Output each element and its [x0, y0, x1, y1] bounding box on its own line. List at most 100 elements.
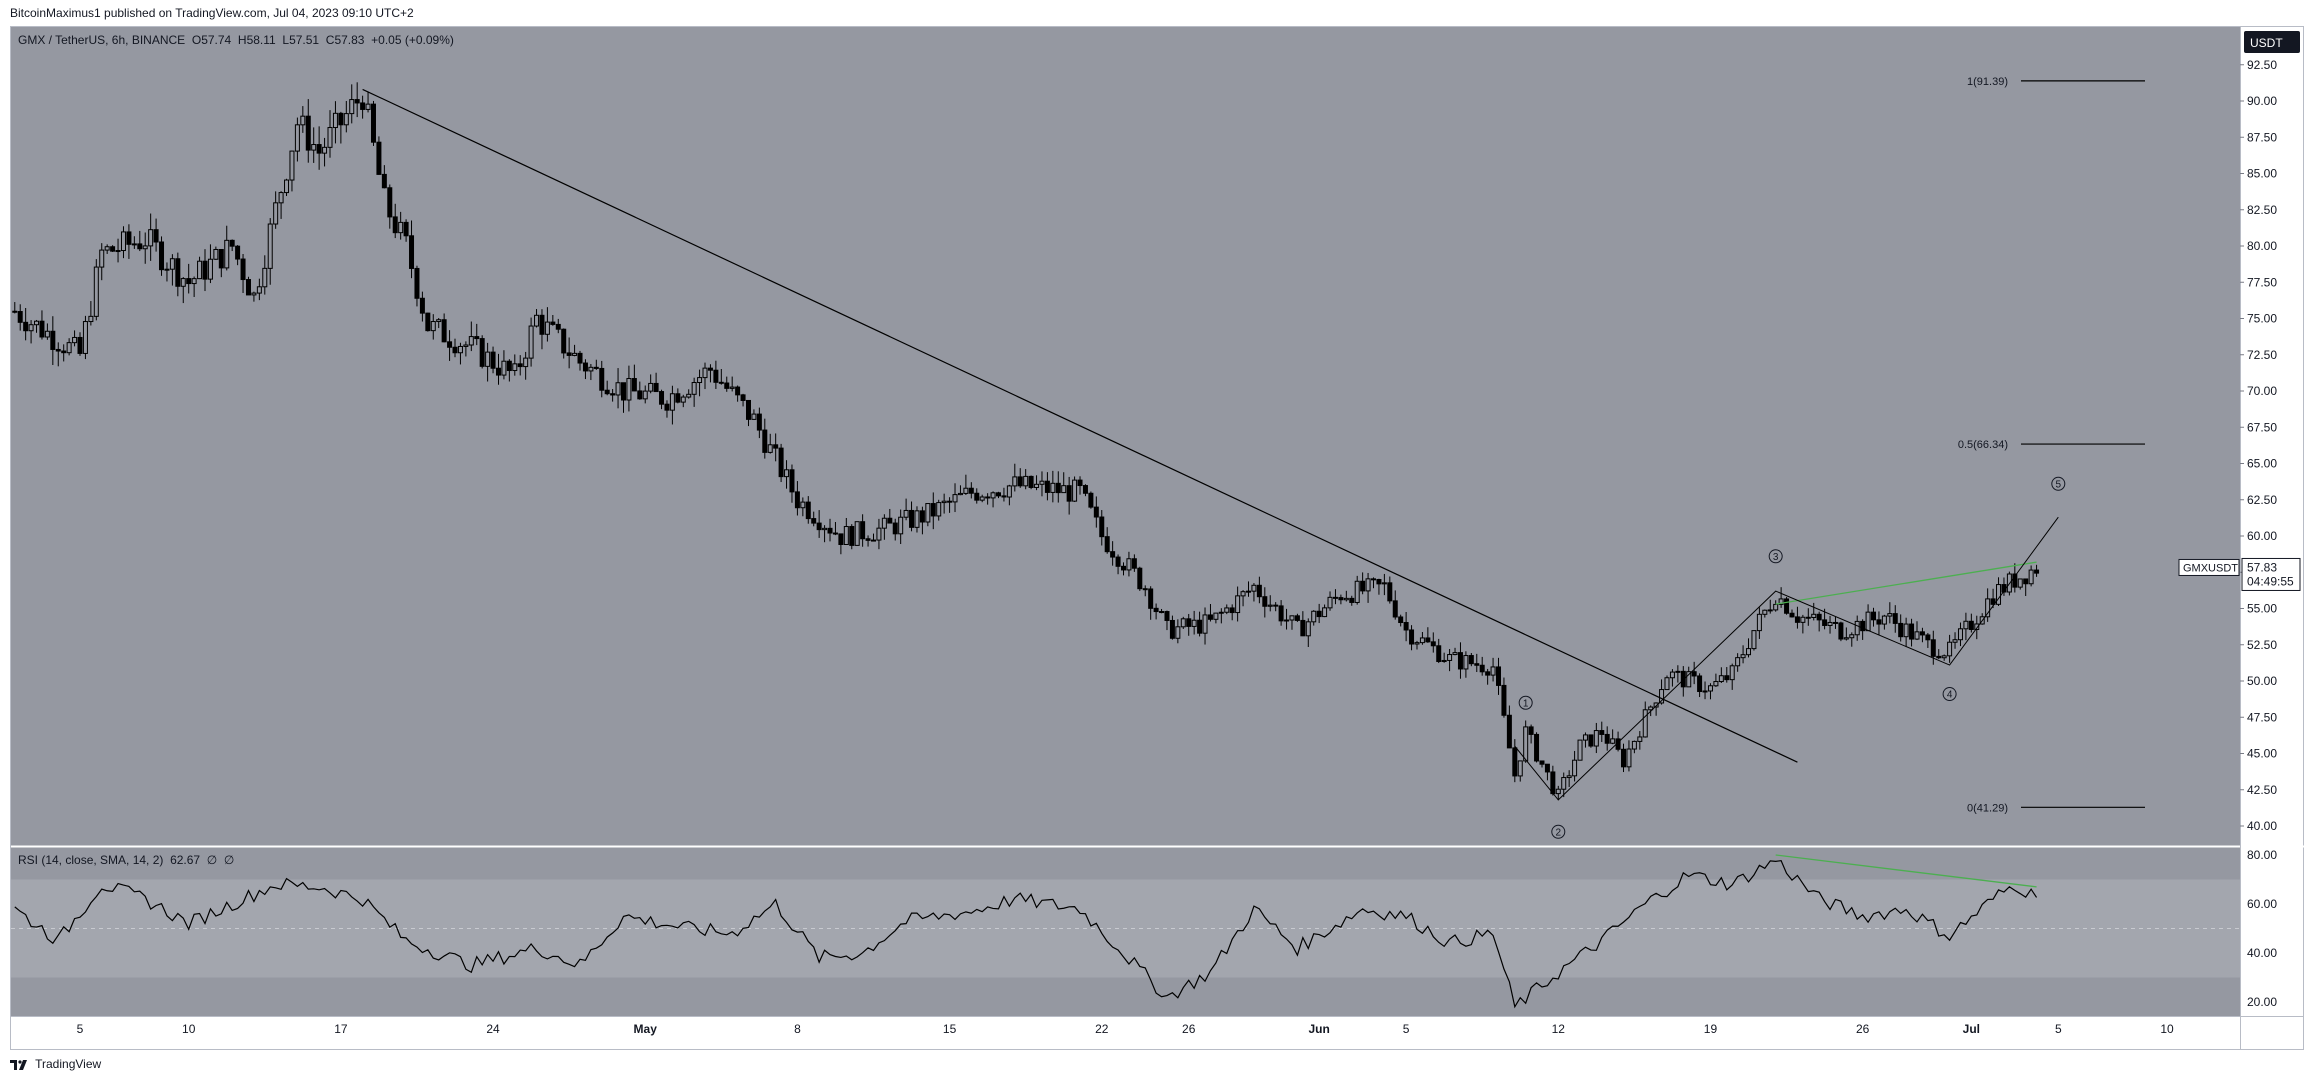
candle-body: [1115, 556, 1121, 567]
rsi-axis[interactable]: 80.00 60.00 40.00 20.00: [2247, 848, 2277, 1009]
wave-path[interactable]: [1514, 516, 2059, 801]
candle-body: [1860, 620, 1866, 632]
candle: [615, 368, 621, 409]
candle-body: [1262, 596, 1268, 607]
candle: [414, 265, 420, 307]
candle: [452, 338, 458, 358]
candle-body: [620, 382, 626, 401]
candle-body: [1789, 612, 1795, 618]
candle: [1001, 487, 1007, 502]
candle-body: [1626, 748, 1632, 768]
candle: [1278, 600, 1284, 626]
candle: [1925, 632, 1931, 648]
candle: [675, 388, 681, 404]
candle: [1702, 681, 1708, 700]
candle-body: [707, 367, 713, 371]
price-tick-label: 85.00: [2247, 167, 2277, 181]
candle-body: [800, 501, 806, 509]
candle-body: [213, 248, 219, 260]
candle-body: [1751, 630, 1757, 650]
symbol-tag: [2178, 558, 2240, 576]
candle: [1800, 614, 1806, 634]
candle: [1686, 666, 1692, 688]
candle: [398, 211, 404, 240]
candle: [1126, 551, 1132, 577]
candle-body: [72, 336, 78, 344]
wave-labels[interactable]: 1 2 3 4 5: [1518, 476, 2066, 839]
candle-body: [1648, 706, 1654, 711]
rsi-line[interactable]: [14, 859, 2038, 1009]
candle: [175, 252, 181, 297]
candle: [620, 382, 626, 413]
time-tick-label: Jun: [1308, 1022, 1329, 1036]
candle-body: [1305, 621, 1311, 637]
candle-body: [930, 503, 936, 517]
price-tick-label: 72.50: [2247, 348, 2277, 362]
candle-body: [229, 239, 235, 247]
candle: [169, 254, 175, 286]
candle-body: [501, 360, 507, 376]
candle: [1164, 610, 1170, 631]
open-label: O: [191, 33, 202, 47]
candle: [849, 524, 855, 550]
candle-body: [822, 527, 828, 531]
wave-label-text: 1: [1523, 698, 1529, 709]
candle: [1153, 603, 1159, 620]
candle-body: [1582, 734, 1588, 741]
candle: [506, 359, 512, 382]
footer-brand[interactable]: TradingView: [35, 1057, 102, 1071]
candle-body: [1974, 623, 1980, 630]
candle: [332, 101, 338, 144]
price-pane[interactable]: [11, 27, 2240, 846]
candle: [1892, 605, 1898, 633]
candle: [1941, 654, 1947, 661]
rsi-label[interactable]: RSI (14, close, SMA, 14, 2): [18, 853, 164, 867]
candle-body: [550, 321, 556, 325]
rsi-value: 62.67: [170, 853, 201, 867]
candle: [1506, 705, 1512, 749]
candle-body: [1506, 714, 1512, 749]
rsi-tick-label: 20.00: [2247, 995, 2277, 1009]
candle-body: [1746, 648, 1752, 656]
candle: [680, 394, 686, 408]
wave-label: 1: [1518, 695, 1533, 710]
candle-body: [1593, 730, 1599, 747]
rsi-green-line[interactable]: [1775, 854, 2037, 888]
candle: [1381, 573, 1387, 596]
candle-body: [1811, 613, 1817, 618]
rsi-tick-label: 60.00: [2247, 897, 2277, 911]
price-green-line[interactable]: [1775, 561, 2037, 605]
candle: [1365, 572, 1371, 603]
candle: [631, 364, 637, 392]
candle: [718, 369, 724, 385]
time-tick-label: 22: [1095, 1022, 1109, 1036]
candle-body: [1338, 597, 1344, 601]
candle-body: [887, 517, 893, 524]
price-axis[interactable]: 92.50 90.00 87.50 85.00 82.50 80.00 77.50 75.00…: [2240, 58, 2277, 833]
ticker-symbol[interactable]: GMX / TetherUS, 6h, BINANCE: [18, 33, 186, 47]
currency-badge[interactable]: USDT: [2244, 31, 2300, 53]
candle: [1756, 607, 1762, 639]
candle: [1718, 667, 1724, 684]
symbol-tag-label: GMXUSDT: [2183, 562, 2238, 574]
candle: [1289, 615, 1295, 630]
candle-body: [1990, 598, 1996, 605]
price-tick-label: 60.00: [2247, 529, 2277, 543]
candles[interactable]: [12, 82, 2040, 801]
candle: [985, 493, 991, 505]
candle-body: [1441, 659, 1447, 662]
descending-resistance-line[interactable]: [362, 88, 1798, 763]
candle-body: [1957, 628, 1963, 641]
candle-body: [1718, 675, 1724, 683]
candle-body: [561, 328, 567, 354]
candle: [1017, 468, 1023, 488]
candle: [610, 389, 616, 402]
candle-body: [1121, 565, 1126, 571]
wave-label-circle: [1768, 549, 1783, 564]
candle-body: [870, 539, 876, 542]
time-axis[interactable]: 5 10 17 24 May 8 15 22 26 Jun 5 12 19 26 Jul 5 10: [77, 1022, 2174, 1036]
candle-body: [1354, 580, 1360, 603]
fib-levels[interactable]: 1(91.39) 0.5(66.34) 0(41.29): [1958, 76, 2145, 814]
